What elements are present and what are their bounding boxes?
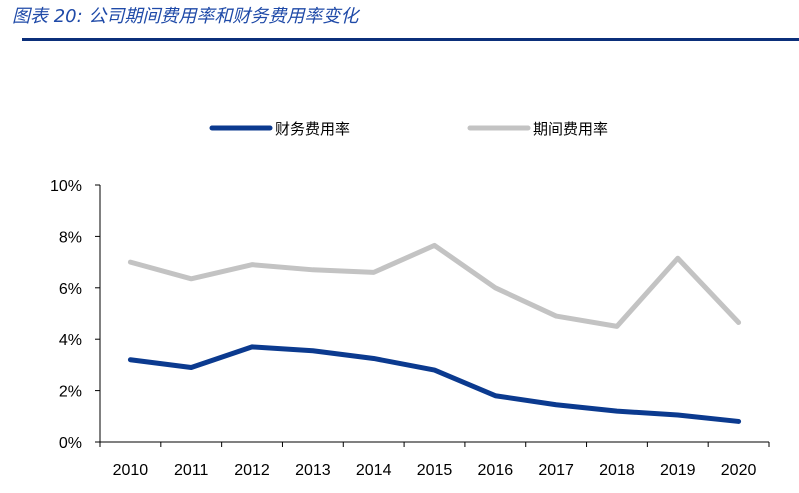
x-tick-label: 2013 [295,462,331,479]
x-tick-label: 2015 [417,462,453,479]
x-tick-label: 2019 [660,462,696,479]
series-layer [127,242,742,424]
y-tick-label: 2% [59,384,82,401]
x-tick-label: 2011 [174,462,209,479]
series-line-1 [127,242,742,329]
y-tick-label: 6% [59,281,82,298]
y-tick-label: 0% [59,435,82,452]
y-tick-label: 10% [50,178,82,195]
x-tick-label: 2018 [599,462,635,479]
y-tick-label: 4% [59,332,82,349]
header: 图表 20: 公司期间费用率和财务费用率变化 [0,0,799,41]
legend: 财务费用率 期间费用率 [209,120,608,138]
x-tick-label: 2020 [721,462,757,479]
x-tick-label: 2012 [234,462,270,479]
axes: 0% 2% 4% 6% 8% 10% 2010 2011 2012 2013 2014 2015 201… [50,178,770,479]
x-tick-label: 2014 [356,462,392,479]
x-tick-label: 2017 [538,462,574,479]
x-tick-label: 2016 [478,462,514,479]
title-divider [22,38,799,41]
page-title: 图表 20: 公司期间费用率和财务费用率变化 [12,6,359,27]
y-tick-label: 8% [59,229,82,246]
legend-label-1: 期间费用率 [533,120,608,138]
legend-label-0: 财务费用率 [275,120,350,138]
x-tick-label: 2010 [113,462,149,479]
series-line-0 [127,344,742,424]
